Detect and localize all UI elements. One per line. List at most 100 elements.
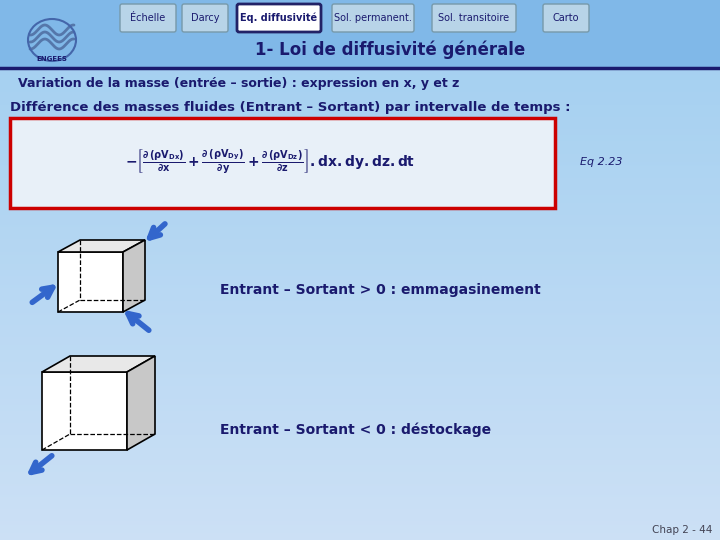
Bar xyxy=(0,489,720,490)
Bar xyxy=(0,528,720,529)
Bar xyxy=(0,403,720,404)
Bar xyxy=(0,260,720,261)
Bar xyxy=(0,309,720,310)
Bar xyxy=(0,526,720,527)
Bar xyxy=(0,42,720,43)
Bar xyxy=(0,188,720,189)
Bar xyxy=(0,429,720,430)
Bar xyxy=(0,241,720,242)
Bar xyxy=(0,248,720,249)
Bar xyxy=(0,530,720,531)
Bar xyxy=(0,523,720,524)
Bar xyxy=(0,163,720,164)
Bar xyxy=(0,103,720,104)
Bar xyxy=(0,196,720,197)
Bar xyxy=(0,114,720,115)
Bar xyxy=(0,206,720,207)
Bar xyxy=(0,432,720,433)
Text: Chap 2 - 44: Chap 2 - 44 xyxy=(652,525,712,535)
Bar xyxy=(0,145,720,146)
Bar xyxy=(0,250,720,251)
Bar xyxy=(0,278,720,279)
Bar xyxy=(0,27,720,28)
Bar xyxy=(0,435,720,436)
Bar xyxy=(0,7,720,8)
Bar xyxy=(0,197,720,198)
Bar xyxy=(0,101,720,102)
Bar xyxy=(0,28,720,29)
Bar xyxy=(0,422,720,423)
Bar xyxy=(0,325,720,326)
Bar xyxy=(0,294,720,295)
Bar xyxy=(0,507,720,508)
Bar xyxy=(0,441,720,442)
Bar xyxy=(0,19,720,20)
Bar xyxy=(0,308,720,309)
Bar xyxy=(0,68,720,69)
Bar xyxy=(0,381,720,382)
Bar xyxy=(0,444,720,445)
Bar xyxy=(0,152,720,153)
Bar xyxy=(0,94,720,95)
Bar xyxy=(0,499,720,500)
Bar xyxy=(0,217,720,218)
Bar xyxy=(0,182,720,183)
Bar xyxy=(0,36,720,37)
Bar xyxy=(0,186,720,187)
Bar xyxy=(0,299,720,300)
Bar xyxy=(0,450,720,451)
Bar xyxy=(0,519,720,520)
Bar xyxy=(0,453,720,454)
Bar xyxy=(0,0,720,68)
Bar xyxy=(0,242,720,243)
Bar xyxy=(0,106,720,107)
Bar xyxy=(0,30,720,31)
Bar xyxy=(0,464,720,465)
Bar xyxy=(0,399,720,400)
Bar xyxy=(0,37,720,38)
Bar xyxy=(0,76,720,77)
Bar xyxy=(0,376,720,377)
Bar xyxy=(0,44,720,45)
Bar xyxy=(0,371,720,372)
Bar xyxy=(0,108,720,109)
Bar xyxy=(0,531,720,532)
Bar xyxy=(0,254,720,255)
Bar xyxy=(0,6,720,7)
Bar xyxy=(0,475,720,476)
Bar xyxy=(0,342,720,343)
Bar xyxy=(0,389,720,390)
Bar xyxy=(0,78,720,79)
Bar xyxy=(0,203,720,204)
Bar xyxy=(0,354,720,355)
Bar xyxy=(0,283,720,284)
Bar xyxy=(0,31,720,32)
Bar xyxy=(0,497,720,498)
Bar xyxy=(0,291,720,292)
Bar xyxy=(0,49,720,50)
Bar xyxy=(0,88,720,89)
Bar xyxy=(0,176,720,177)
Bar xyxy=(0,284,720,285)
Bar xyxy=(0,231,720,232)
Bar xyxy=(0,252,720,253)
Bar xyxy=(0,391,720,392)
Bar xyxy=(0,61,720,62)
Bar xyxy=(0,4,720,5)
Bar xyxy=(0,373,720,374)
Bar xyxy=(0,492,720,493)
Bar xyxy=(0,140,720,141)
Bar xyxy=(0,413,720,414)
Bar xyxy=(0,345,720,346)
Bar xyxy=(0,471,720,472)
Bar xyxy=(0,110,720,111)
Bar xyxy=(0,484,720,485)
Text: Différence des masses fluides (Entrant – Sortant) par intervalle de temps :: Différence des masses fluides (Entrant –… xyxy=(10,102,570,114)
Bar xyxy=(0,133,720,134)
Bar xyxy=(0,331,720,332)
Bar xyxy=(0,374,720,375)
Bar xyxy=(0,328,720,329)
Bar xyxy=(0,339,720,340)
Bar xyxy=(0,359,720,360)
Bar xyxy=(0,34,720,35)
